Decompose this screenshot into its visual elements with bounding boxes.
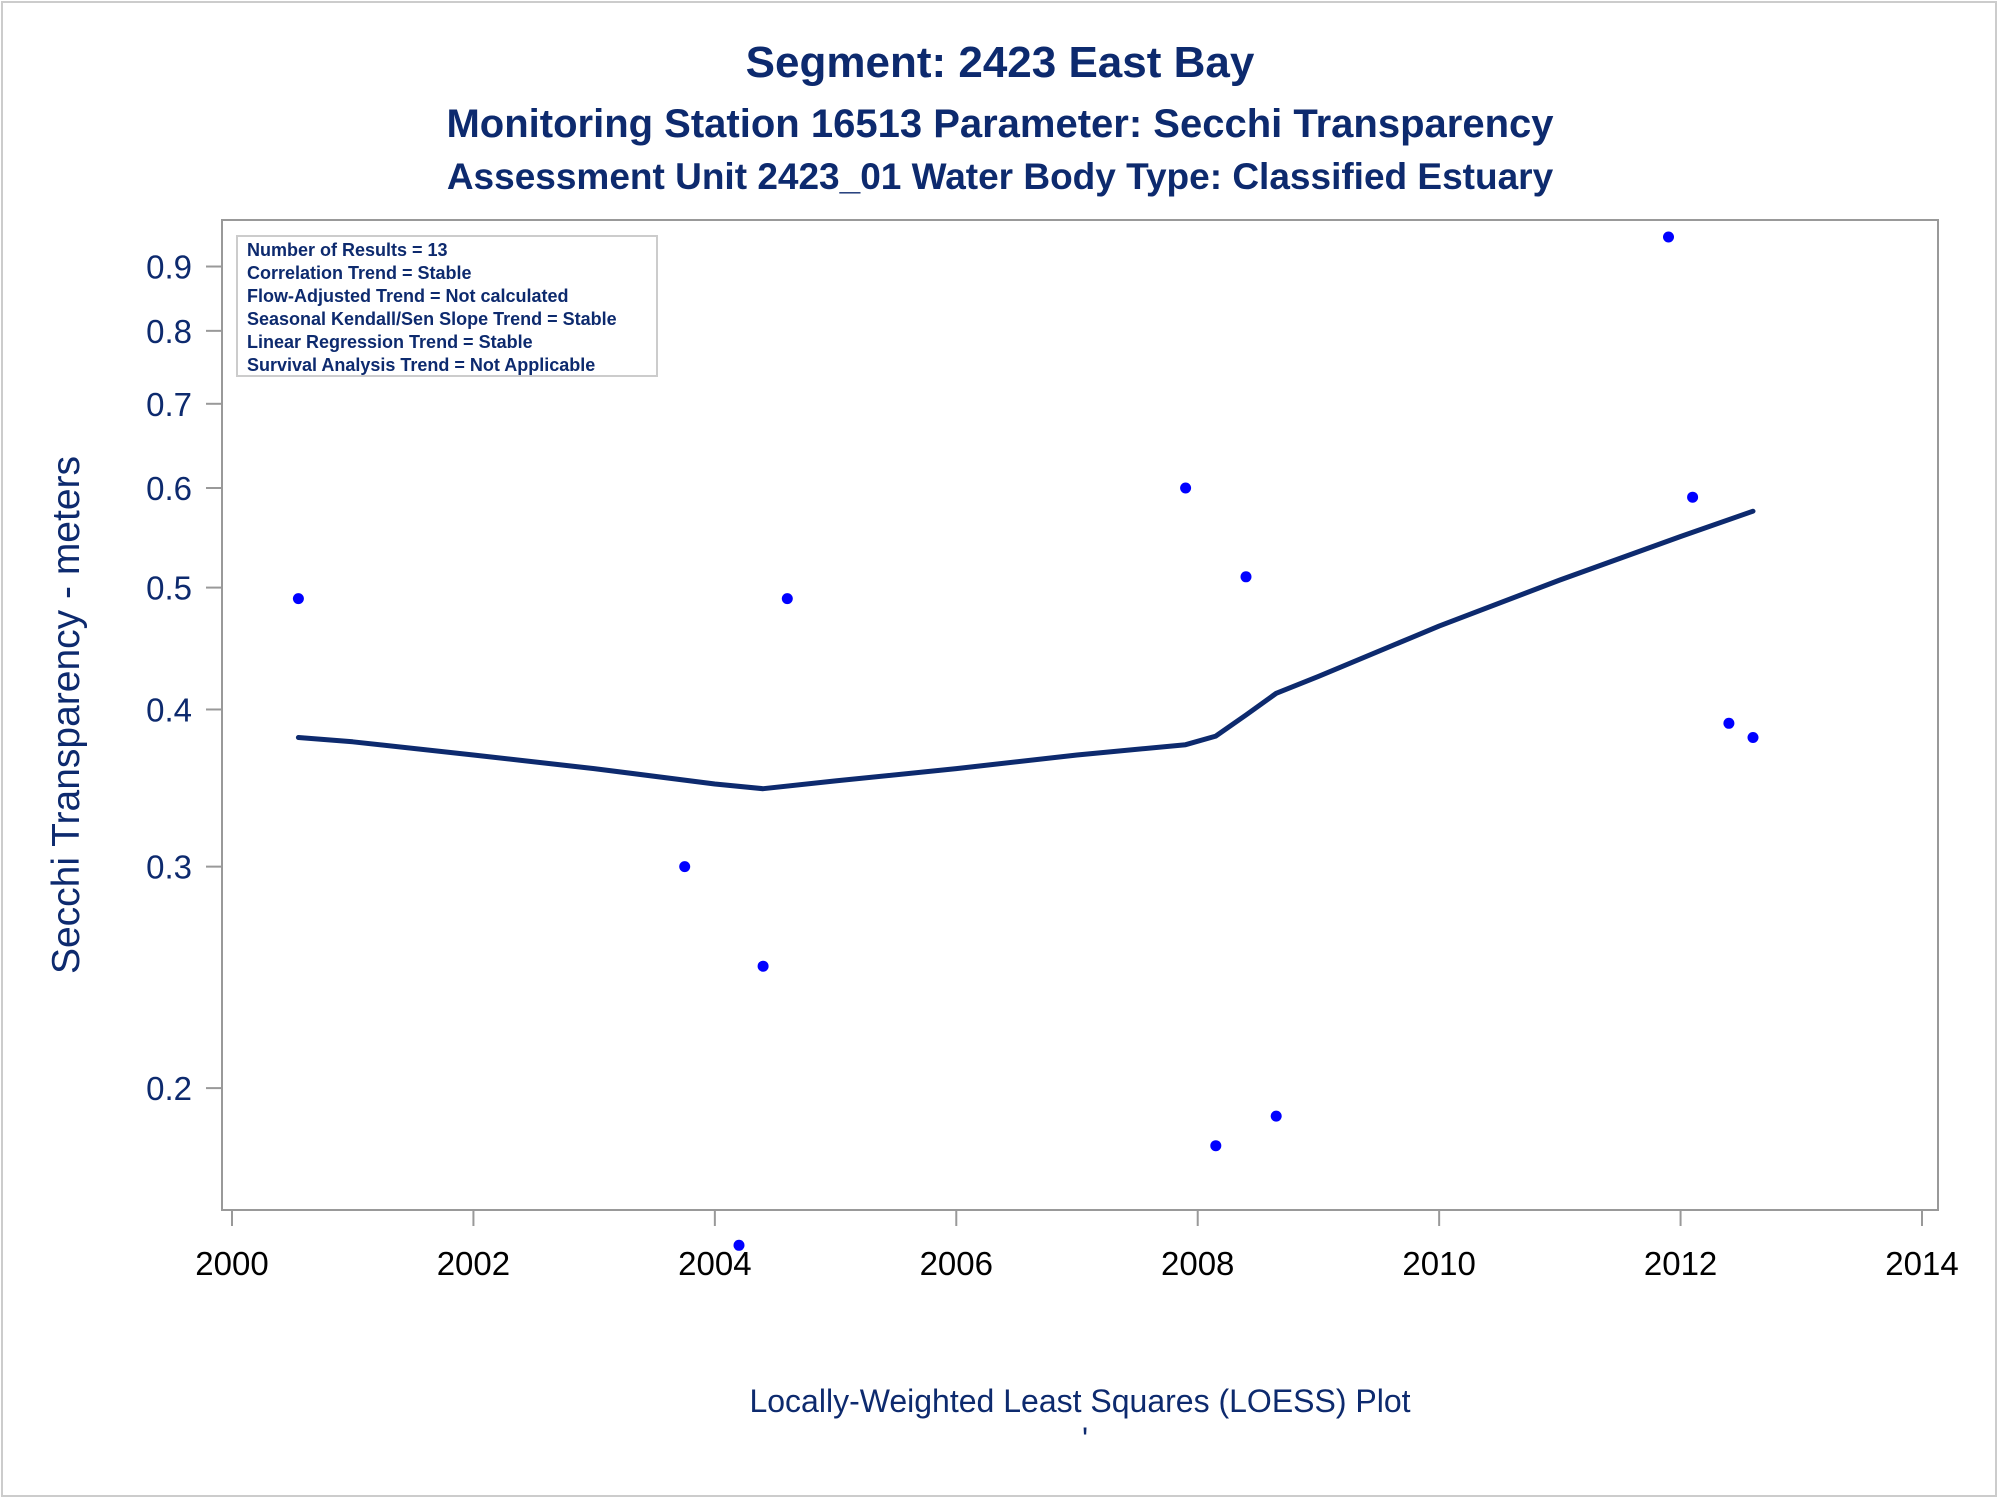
data-point [1210,1140,1222,1152]
x-tick-label: 2008 [1161,1245,1234,1282]
data-point [1240,571,1252,583]
inset-survival-analysis-trend: Survival Analysis Trend = Not Applicable [247,355,595,375]
x-tick-label: 2012 [1644,1245,1717,1282]
x-tick-label: 2004 [678,1245,751,1282]
y-axis: 0.2 0.3 0.4 0.5 0.6 0.7 0.8 0.9 [146,249,222,1107]
x-tick-label: 2002 [437,1245,510,1282]
y-tick-label: 0.8 [146,313,192,350]
footnote: Locally-Weighted Least Squares (LOESS) P… [749,1383,1410,1419]
x-tick-label: 2006 [920,1245,993,1282]
data-point [1180,482,1192,494]
y-tick-label: 0.5 [146,570,192,607]
y-tick-label: 0.2 [146,1070,192,1107]
y-tick-label: 0.6 [146,470,192,507]
inset-number-of-results: Number of Results = 13 [247,240,448,260]
inset-seasonal-kendall-trend: Seasonal Kendall/Sen Slope Trend = Stabl… [247,309,617,329]
chart-subtitle-2: Assessment Unit 2423_01 Water Body Type:… [446,156,1554,197]
inset-flow-adjusted-trend: Flow-Adjusted Trend = Not calculated [247,286,569,306]
y-axis-label: Secchi Transparency - meters [45,456,88,974]
stats-inset: Number of Results = 13 Correlation Trend… [236,235,658,377]
chart-title: Segment: 2423 East Bay [745,38,1255,87]
data-point [292,593,304,605]
y-tick-label: 0.7 [146,386,192,423]
plot-area [221,219,1939,1211]
inset-correlation-trend: Correlation Trend = Stable [247,263,472,283]
inset-linear-regression-trend: Linear Regression Trend = Stable [247,332,533,352]
data-point [1270,1110,1282,1122]
data-point [757,960,769,972]
data-point [733,1239,745,1251]
data-point [781,593,793,605]
y-tick-label: 0.3 [146,849,192,886]
stats-inset-box [236,235,658,377]
x-tick-label: 2014 [1885,1245,1958,1282]
data-point [1687,491,1699,503]
footnote-mark: ' [1082,1421,1088,1457]
x-tick-label: 2010 [1402,1245,1475,1282]
y-tick-label: 0.4 [146,691,192,728]
loess-curve [295,508,1756,792]
x-tick-label: 2000 [195,1245,268,1282]
data-point [1747,732,1759,743]
loess-line [295,508,1756,792]
y-tick-label: 0.9 [146,249,192,286]
data-point [1723,717,1735,729]
data-points [292,231,1759,1251]
chart-subtitle: Monitoring Station 16513 Parameter: Secc… [446,102,1554,146]
x-axis: 2000 2002 2004 2006 2008 2010 2012 2014 [195,1210,1959,1282]
data-point [1663,231,1674,243]
data-point [679,861,691,873]
